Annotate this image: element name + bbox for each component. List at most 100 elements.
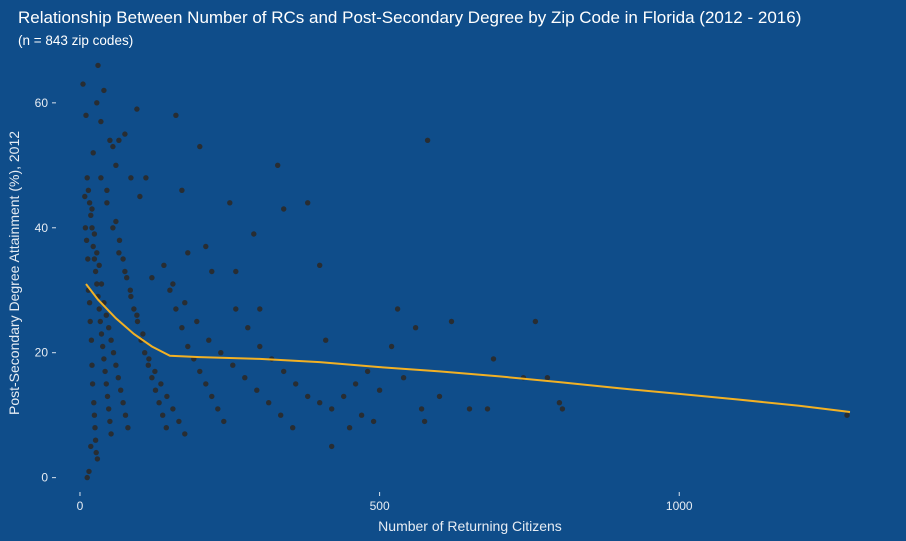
data-point (125, 425, 131, 431)
data-point (160, 412, 166, 418)
data-point (82, 193, 88, 200)
data-point (209, 268, 215, 275)
data-point (106, 406, 112, 412)
data-point (92, 425, 98, 431)
data-point (107, 137, 113, 143)
data-point (182, 300, 188, 306)
data-point (158, 381, 164, 387)
trend-line (85, 283, 851, 413)
data-point (146, 356, 152, 362)
data-point (82, 225, 89, 231)
data-point (218, 350, 224, 356)
data-point (142, 350, 148, 356)
data-point (87, 318, 93, 325)
data-point (176, 418, 182, 425)
x-tick-label: 500 (370, 499, 390, 513)
data-point (124, 275, 130, 281)
data-point (89, 225, 95, 231)
data-point (281, 368, 287, 375)
data-point (89, 206, 95, 212)
data-point (91, 256, 98, 262)
data-point (101, 87, 107, 94)
data-point (394, 306, 401, 312)
data-point (128, 293, 134, 300)
data-point (88, 337, 95, 343)
data-point (108, 431, 114, 437)
data-point (412, 325, 419, 331)
data-point (145, 362, 151, 368)
data-point (209, 393, 215, 400)
data-point (221, 418, 227, 425)
data-point (96, 306, 102, 312)
data-point (329, 443, 335, 450)
y-axis-label: Post-Secondary Degree Attainment (%), 20… (6, 131, 22, 415)
data-point (101, 356, 107, 362)
data-point (107, 418, 113, 425)
data-point (100, 343, 106, 350)
data-point (305, 200, 311, 206)
data-point (92, 437, 99, 443)
data-point (89, 362, 95, 368)
data-point (215, 406, 221, 412)
data-point (275, 162, 281, 168)
data-point (140, 331, 146, 337)
chart-subtitle: (n = 843 zip codes) (18, 33, 133, 48)
data-point (98, 175, 104, 181)
data-point (104, 393, 111, 400)
data-point (98, 281, 105, 287)
data-point (120, 400, 126, 406)
data-point (120, 256, 126, 262)
data-point (122, 268, 128, 275)
data-point (122, 131, 128, 137)
data-point (179, 325, 185, 331)
data-point (185, 343, 191, 350)
data-point (206, 337, 212, 343)
data-point (156, 400, 162, 406)
data-point (83, 112, 89, 119)
data-point (103, 312, 110, 318)
data-point (254, 387, 260, 393)
data-point (376, 387, 383, 393)
data-point (170, 406, 176, 412)
data-point (173, 112, 179, 119)
data-point (448, 318, 455, 325)
data-point (88, 443, 94, 450)
data-point (113, 218, 119, 225)
data-point (179, 187, 185, 193)
data-point (233, 268, 239, 275)
data-point (203, 243, 209, 250)
data-point (490, 356, 497, 362)
data-point (556, 400, 563, 406)
data-point (108, 337, 114, 343)
y-tick-label: 60 (35, 96, 49, 110)
data-point (844, 412, 850, 418)
y-tick-label: 20 (35, 346, 49, 360)
data-point (317, 262, 323, 268)
data-point (98, 118, 104, 125)
data-point (364, 368, 371, 375)
data-point (182, 431, 188, 437)
data-point (173, 306, 179, 312)
data-point (421, 418, 428, 425)
data-point (152, 368, 158, 375)
data-point (329, 406, 335, 412)
data-point (85, 187, 92, 193)
data-point (80, 81, 86, 87)
data-point (93, 449, 99, 456)
data-point (95, 62, 101, 69)
data-point (127, 287, 133, 293)
data-point (163, 425, 169, 431)
data-point (388, 343, 395, 350)
data-point (346, 425, 353, 431)
data-point (137, 193, 143, 200)
data-point (352, 381, 359, 387)
data-point (91, 412, 98, 418)
data-point (466, 406, 473, 412)
data-point (122, 412, 129, 418)
y-tick-label: 0 (41, 471, 48, 485)
data-point (92, 268, 99, 275)
data-point (89, 381, 96, 387)
data-point (532, 318, 539, 325)
data-point (116, 237, 123, 243)
